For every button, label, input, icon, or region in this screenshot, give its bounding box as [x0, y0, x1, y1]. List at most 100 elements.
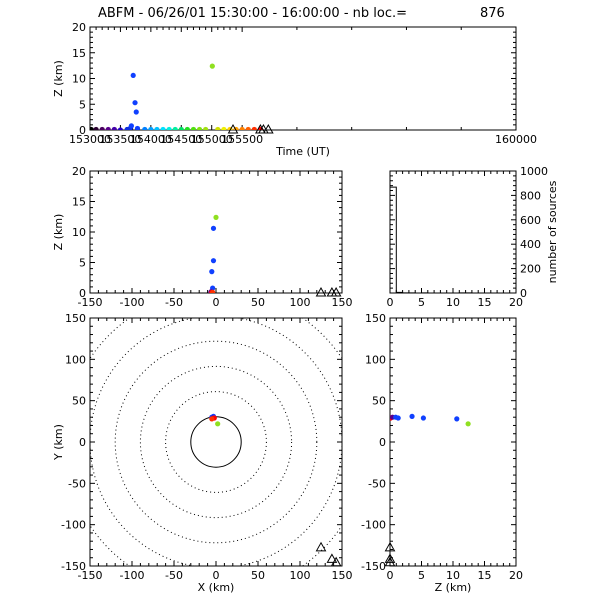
station-markers — [384, 541, 396, 567]
y-tick-label: 10 — [72, 73, 86, 86]
x-tick-label: 153000 — [69, 133, 111, 146]
y-tick-label: 15 — [72, 47, 86, 60]
station-marker — [330, 286, 342, 297]
x-axis-label: Z (km) — [435, 581, 472, 594]
source-point — [409, 413, 415, 419]
plan-view-marks — [209, 413, 221, 427]
source-point — [190, 126, 197, 130]
plot-frame — [89, 317, 343, 567]
y-tick-label: 20 — [72, 21, 86, 34]
x-tick-label: -100 — [120, 296, 145, 309]
source-point — [245, 126, 251, 130]
x-height-marks — [208, 214, 219, 293]
y-tick-label: 20 — [72, 165, 86, 178]
station-marker — [384, 553, 396, 563]
station-marker — [330, 556, 342, 567]
source-point — [93, 126, 99, 130]
source-point — [215, 126, 221, 130]
range-ring — [165, 391, 267, 493]
y-tick-label: -100 — [361, 519, 386, 532]
y-tick-label: -150 — [361, 560, 386, 573]
y-tick-label: 0 — [79, 436, 86, 449]
source-point — [239, 126, 245, 130]
source-point — [133, 109, 139, 115]
y-tick-label: 0 — [379, 436, 386, 449]
source-point — [99, 126, 105, 130]
y-tick-label: 0 — [79, 124, 86, 137]
x-tick-label: 100 — [290, 296, 311, 309]
y-tick-label: 400 — [520, 238, 541, 251]
x-tick-label: -150 — [78, 296, 103, 309]
source-point — [160, 126, 166, 130]
x-tick-label: -100 — [120, 569, 145, 582]
histogram-line — [390, 186, 516, 293]
station-marker — [315, 286, 327, 297]
plot-frame — [89, 26, 517, 131]
source-point — [132, 100, 138, 106]
y-tick-label: 800 — [520, 189, 541, 202]
x-tick-label: 150 — [332, 296, 353, 309]
x-tick-label: 154000 — [130, 133, 172, 146]
x-tick-label: 15 — [478, 296, 492, 309]
x-tick-label: 5 — [418, 296, 425, 309]
height-histogram-marks — [390, 186, 516, 293]
source-point — [395, 415, 401, 421]
source-point — [184, 126, 190, 130]
source-point — [420, 415, 426, 421]
source-point — [465, 421, 471, 427]
source-point — [203, 126, 209, 130]
source-point — [210, 258, 217, 264]
range-rings — [90, 318, 342, 566]
time-height-marks — [90, 63, 263, 130]
y-tick-label: 10 — [72, 226, 86, 239]
y-tick-label: 200 — [520, 263, 541, 276]
y-tick-label: 600 — [520, 214, 541, 227]
x-tick-label: 160000 — [495, 133, 537, 146]
range-ring — [139, 365, 293, 519]
y-tick-label: 100 — [365, 353, 386, 366]
x-tick-label: 150 — [332, 569, 353, 582]
source-point — [215, 421, 221, 427]
source-point — [251, 126, 257, 130]
station-marker — [315, 541, 327, 552]
station-marker — [262, 123, 274, 134]
y-tick-label: 15 — [72, 196, 86, 209]
source-point — [105, 126, 111, 130]
height-y-marks — [390, 413, 471, 427]
y-tick-label: 50 — [72, 395, 86, 408]
source-point — [130, 72, 136, 79]
x-tick-label: -50 — [165, 569, 183, 582]
source-point — [213, 214, 219, 220]
x-tick-label: 10 — [446, 569, 460, 582]
source-point — [210, 225, 217, 231]
range-ring — [114, 340, 318, 544]
y-tick-label: -50 — [68, 477, 86, 490]
source-point — [210, 289, 216, 293]
source-point — [221, 126, 227, 130]
x-tick-label: 5 — [418, 569, 425, 582]
y-axis-label: Y (km) — [52, 424, 65, 461]
y-tick-label: 0 — [79, 287, 86, 300]
x-tick-label: 20 — [509, 296, 523, 309]
range-ring — [90, 318, 342, 566]
x-tick-label: -150 — [78, 569, 103, 582]
source-point — [111, 126, 117, 130]
source-point — [178, 126, 184, 130]
source-point — [148, 126, 154, 130]
source-point — [117, 127, 124, 130]
source-point — [128, 123, 134, 129]
source-point — [454, 416, 460, 422]
y-tick-label: 150 — [365, 312, 386, 325]
y-tick-label: 5 — [79, 98, 86, 111]
station-markers — [227, 123, 274, 134]
x-tick-label: 0 — [387, 569, 394, 582]
x-tick-label: 50 — [251, 569, 265, 582]
x-tick-label: 100 — [290, 569, 311, 582]
y-axis-label: Z (km) — [52, 60, 65, 97]
source-point — [90, 126, 94, 130]
source-point — [134, 125, 141, 130]
x-axis-label: X (km) — [198, 581, 235, 594]
